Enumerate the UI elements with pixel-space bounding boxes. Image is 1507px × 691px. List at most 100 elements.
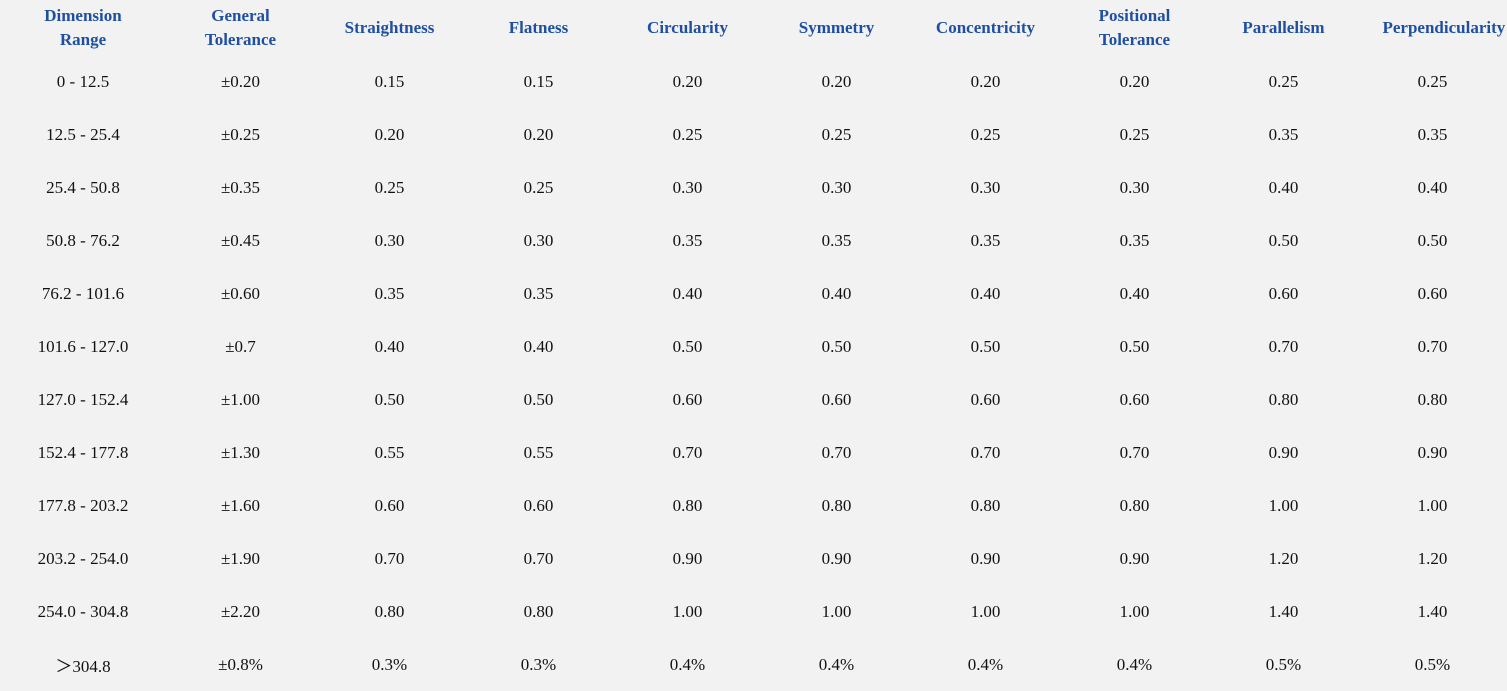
table-row: 152.4 - 177.8 ±1.30 0.55 0.55 0.70 0.70 0.70 0.… — [0, 426, 1507, 479]
table-cell: 1.00 — [1268, 495, 1299, 515]
table-row: 12.5 - 25.4 ±0.25 0.20 0.20 0.25 0.25 0.25 0.25… — [0, 108, 1507, 161]
header-cell: Parallelism — [1209, 0, 1358, 55]
table-cell: ±0.8% — [218, 654, 263, 674]
table-cell: 0.55 — [523, 442, 554, 462]
table-cell: 127.0 - 152.4 — [37, 389, 129, 409]
table-cell: 1.00 — [821, 601, 852, 621]
table-cell: 0.80 — [672, 495, 703, 515]
table-cell: 0.35 — [821, 230, 852, 250]
table-row: 127.0 - 152.4 ±1.00 0.50 0.50 0.60 0.60 0.60 0.… — [0, 373, 1507, 426]
table-cell: 101.6 - 127.0 — [37, 336, 129, 356]
table-cell: 0.25 — [970, 124, 1001, 144]
table-cell: 0.30 — [821, 177, 852, 197]
header-text: Perpendicularity — [1382, 17, 1506, 37]
header-cell: Symmetry — [762, 0, 911, 55]
table-cell: 0.70 — [1119, 442, 1150, 462]
header-cell: Positional Tolerance — [1060, 0, 1209, 55]
table-cell: 0.25 — [523, 177, 554, 197]
table-cell: 0.25 — [1119, 124, 1150, 144]
table-cell: ±1.30 — [220, 442, 261, 462]
table-cell: 0.40 — [374, 336, 405, 356]
table-cell: 0.40 — [1417, 177, 1448, 197]
table-cell: 0.15 — [374, 71, 405, 91]
table-cell: 0.50 — [1417, 230, 1448, 250]
table-cell: 0.20 — [523, 124, 554, 144]
table-cell: 1.40 — [1417, 601, 1448, 621]
table-cell: 0.35 — [374, 283, 405, 303]
table-cell: 0.80 — [970, 495, 1001, 515]
table-cell: 0.80 — [1268, 389, 1299, 409]
header-text: Straightness — [344, 17, 435, 37]
table-cell: 0.25 — [1268, 71, 1299, 91]
table-cell: 0.40 — [970, 283, 1001, 303]
table-cell: ＞304.8 — [55, 657, 111, 676]
table-cell: 0.40 — [1268, 177, 1299, 197]
table-cell: 0.20 — [970, 71, 1001, 91]
table-cell: 25.4 - 50.8 — [46, 177, 120, 197]
table-cell: ±1.00 — [220, 389, 261, 409]
header-text: Symmetry — [798, 17, 875, 37]
table-cell: 0.3% — [371, 654, 408, 674]
table-cell: 0.70 — [1417, 336, 1448, 356]
table-cell: 0.5% — [1414, 654, 1451, 674]
table-cell: 0.30 — [672, 177, 703, 197]
table-cell: 1.00 — [672, 601, 703, 621]
table-cell: ±0.20 — [220, 71, 261, 91]
table-cell: 0.70 — [374, 548, 405, 568]
table-cell: 0.4% — [669, 654, 706, 674]
table-body: 0 - 12.5 ±0.20 0.15 0.15 0.20 0.20 0.20 0.20 0.2… — [0, 55, 1507, 691]
table-cell: 0.55 — [374, 442, 405, 462]
table-cell: 0.30 — [970, 177, 1001, 197]
table-cell: ±1.60 — [220, 495, 261, 515]
header-text: Flatness — [508, 17, 569, 37]
table-cell: 0.80 — [523, 601, 554, 621]
table-cell: 0.40 — [1119, 283, 1150, 303]
table-cell: 0.60 — [1268, 283, 1299, 303]
table-cell: 0.60 — [1119, 389, 1150, 409]
table-cell: 0.20 — [672, 71, 703, 91]
table-cell: 0.35 — [1268, 124, 1299, 144]
table-cell: 0.50 — [374, 389, 405, 409]
header-text: Concentricity — [935, 17, 1036, 37]
table-cell: 0.5% — [1265, 654, 1302, 674]
table-cell: 0.50 — [523, 389, 554, 409]
table-cell: 0.3% — [520, 654, 557, 674]
table-cell: 0.90 — [970, 548, 1001, 568]
table-cell: 0.30 — [374, 230, 405, 250]
table-cell: 0.60 — [374, 495, 405, 515]
table-cell: 0.60 — [1417, 283, 1448, 303]
table-cell: 0.35 — [1119, 230, 1150, 250]
table-cell: 0.4% — [967, 654, 1004, 674]
table-cell: ±0.7 — [225, 336, 256, 356]
table-cell: 0.60 — [523, 495, 554, 515]
table-cell: 0.50 — [970, 336, 1001, 356]
header-cell: Perpendicularity — [1358, 0, 1507, 55]
table-cell: 0.25 — [1417, 71, 1448, 91]
header-cell: Concentricity — [911, 0, 1060, 55]
table-cell: 0.30 — [1119, 177, 1150, 197]
table-cell: 1.00 — [1119, 601, 1150, 621]
table-row: 0 - 12.5 ±0.20 0.15 0.15 0.20 0.20 0.20 0.20 0.2… — [0, 55, 1507, 108]
table-cell: 76.2 - 101.6 — [41, 283, 125, 303]
table-cell: 0.80 — [1119, 495, 1150, 515]
table-row: 203.2 - 254.0 ±1.90 0.70 0.70 0.90 0.90 0.90 0.… — [0, 532, 1507, 585]
header-cell: General Tolerance — [166, 0, 315, 55]
table-cell: 0.60 — [672, 389, 703, 409]
table-cell: 0.25 — [672, 124, 703, 144]
header-text: General Tolerance — [204, 5, 277, 49]
table-cell: 0.50 — [821, 336, 852, 356]
header-text: Dimension Range — [44, 5, 122, 49]
table-cell: 50.8 - 76.2 — [46, 230, 120, 250]
table-cell: 0.35 — [672, 230, 703, 250]
table-cell: 12.5 - 25.4 — [46, 124, 120, 144]
table-row: 101.6 - 127.0 ±0.7 0.40 0.40 0.50 0.50 0.50 0.5… — [0, 320, 1507, 373]
table-cell: 1.20 — [1417, 548, 1448, 568]
table-row: 50.8 - 76.2 ±0.45 0.30 0.30 0.35 0.35 0.35 0.35… — [0, 214, 1507, 267]
table-cell: 0.90 — [1119, 548, 1150, 568]
table-cell: ±0.25 — [220, 124, 261, 144]
table-cell: 203.2 - 254.0 — [37, 548, 129, 568]
table-cell: 0.20 — [374, 124, 405, 144]
table-cell: 0.20 — [1119, 71, 1150, 91]
table-cell: 0.60 — [970, 389, 1001, 409]
